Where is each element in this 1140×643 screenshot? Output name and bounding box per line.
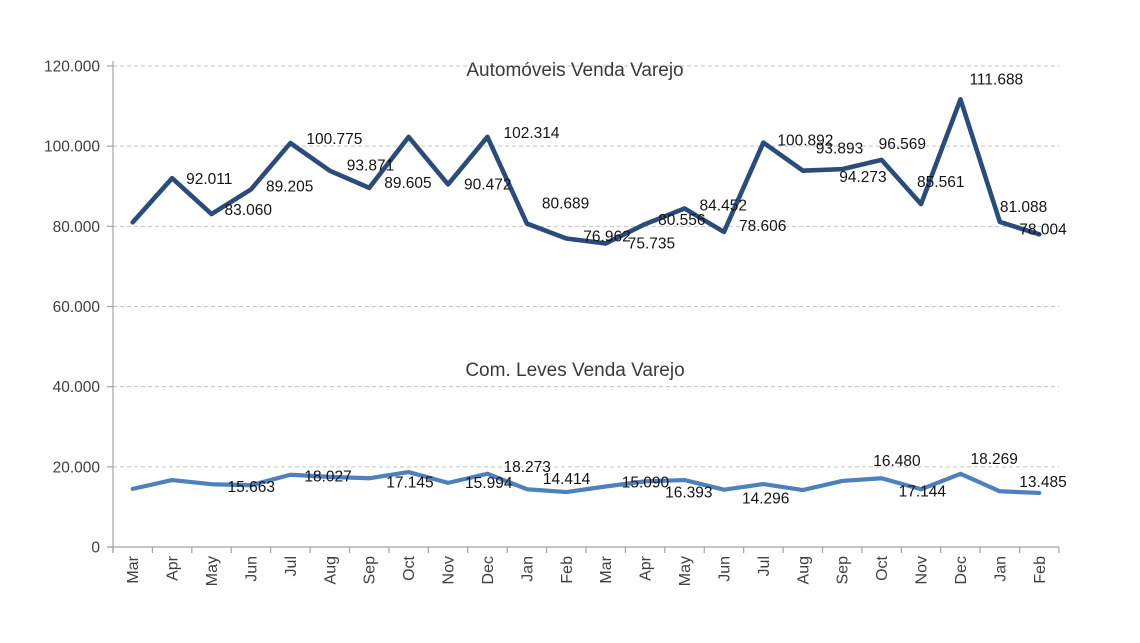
y-axis-label: 100.000: [44, 139, 100, 156]
series-title-com-leves: Com. Leves Venda Varejo: [465, 360, 685, 381]
data-label: 80.556: [658, 212, 705, 229]
x-axis-label: Sep: [835, 556, 852, 585]
data-label: 16.393: [665, 484, 712, 501]
x-axis-label: Feb: [1032, 556, 1049, 584]
x-axis-label: Apr: [638, 555, 655, 581]
x-axis-label: Nov: [441, 556, 458, 584]
data-label: 15.994: [465, 475, 513, 492]
x-axis-label: May: [204, 556, 221, 586]
data-label: 100.892: [777, 133, 833, 150]
data-label: 81.088: [1000, 199, 1047, 216]
data-label: 18.027: [304, 469, 351, 486]
x-axis-label: Feb: [559, 556, 576, 584]
data-label: 14.296: [742, 491, 789, 508]
data-label: 14.414: [543, 471, 591, 488]
data-label: 75.735: [628, 235, 675, 252]
y-axis-label: 80.000: [53, 219, 101, 236]
x-axis-label: Oct: [401, 555, 418, 580]
x-axis-label: Mar: [598, 555, 615, 583]
data-label: 13.485: [1019, 474, 1066, 491]
data-label: 85.561: [917, 174, 964, 191]
data-label: 78.004: [1019, 221, 1067, 238]
data-label: 89.205: [266, 178, 313, 195]
data-label: 111.688: [969, 71, 1023, 88]
series-line-1: [130, 469, 1042, 496]
data-label: 16.480: [873, 453, 921, 470]
x-axis-label: Oct: [874, 555, 891, 580]
data-label: 93.871: [347, 158, 394, 175]
data-label: 92.011: [186, 171, 232, 188]
x-axis-label: Dec: [480, 556, 497, 584]
x-axis-label: Jul: [756, 556, 773, 576]
x-axis-label: Aug: [322, 556, 339, 584]
y-axis-label: 20.000: [53, 459, 101, 476]
x-axis-label: Nov: [914, 556, 931, 584]
series-line-0: [130, 97, 1042, 246]
data-label: 96.569: [879, 136, 926, 153]
y-axis-label: 120.000: [44, 59, 100, 76]
x-axis-label: Jan: [992, 556, 1009, 582]
series-title-automoveis: Automóveis Venda Varejo: [466, 60, 684, 81]
data-label: 90.472: [464, 176, 511, 193]
x-axis-label: May: [677, 556, 694, 586]
data-label: 94.273: [839, 169, 886, 186]
data-label: 76.962: [583, 229, 630, 246]
x-axis-label: Mar: [125, 555, 142, 583]
data-label: 102.314: [503, 125, 559, 142]
data-label: 78.606: [739, 218, 786, 235]
data-label: 83.060: [225, 202, 273, 219]
x-axis-label: Jun: [716, 556, 733, 582]
x-axis-label: Apr: [165, 555, 182, 581]
x-axis-label: Sep: [362, 556, 379, 585]
data-label: 93.893: [816, 141, 863, 158]
x-axis-label: Aug: [795, 556, 812, 584]
y-axis-label: 0: [91, 540, 100, 557]
data-label: 17.144: [899, 483, 947, 500]
data-label: 80.689: [542, 196, 589, 213]
data-label: 18.269: [970, 451, 1017, 468]
y-axis-label: 40.000: [53, 379, 101, 396]
data-label: 17.145: [386, 474, 433, 491]
data-label: 89.605: [384, 175, 431, 192]
y-axis-label: 60.000: [53, 299, 101, 316]
data-label: 84.452: [700, 197, 747, 214]
data-label: 100.775: [306, 131, 362, 148]
data-label: 15.663: [228, 479, 275, 496]
x-axis-label: Jun: [243, 556, 260, 582]
data-label: 15.090: [622, 475, 670, 492]
x-axis-label: Jan: [519, 556, 536, 582]
data-label: 18.273: [503, 459, 550, 476]
x-axis-label: Dec: [953, 556, 970, 584]
x-axis-label: Jul: [283, 556, 300, 576]
